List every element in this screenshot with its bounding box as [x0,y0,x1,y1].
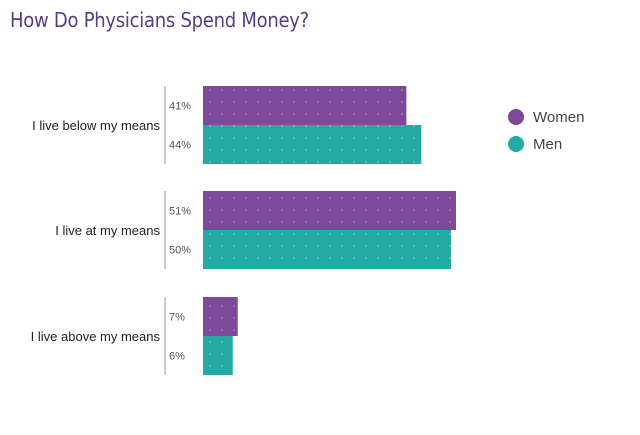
value-label: 50% [169,245,191,257]
bar-women [203,86,407,125]
category-label: I live below my means [32,118,160,133]
legend-swatch-men [508,136,524,152]
legend-swatch-women [508,109,524,125]
bar-women [203,297,238,336]
chart-marks: I live below my means 41% 44% I live at my … [31,86,584,375]
value-label: 6% [169,351,185,363]
bar-men [203,125,422,164]
value-label: 41% [169,101,191,113]
legend-label: Men [533,136,562,153]
bar-men [203,230,452,269]
bar-men [203,336,233,375]
category-label: I live at my means [55,223,160,238]
value-label: 7% [169,312,185,324]
value-label: 51% [169,206,191,218]
chart-title: How Do Physicians Spend Money? [10,8,309,32]
legend-label: Women [533,109,584,126]
bar-women [203,191,456,230]
value-label: 44% [169,140,191,152]
category-label: I live above my means [31,329,161,344]
